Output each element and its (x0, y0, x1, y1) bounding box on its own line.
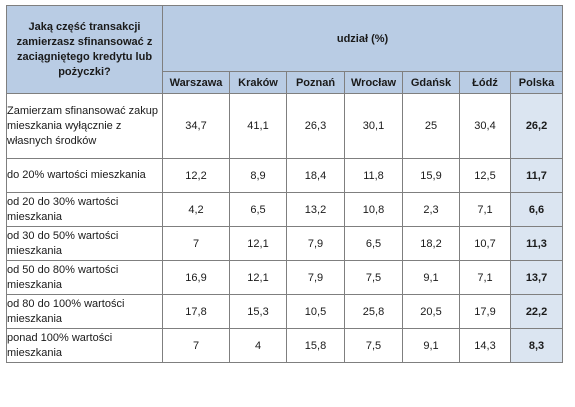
cell-gdansk: 20,5 (402, 294, 460, 329)
column-header-gdansk: Gdańsk (402, 71, 460, 94)
row-label: od 80 do 100% wartości mieszkania (6, 294, 163, 329)
table-row: do 20% wartości mieszkania 12,2 8,9 18,4… (6, 158, 564, 193)
cell-lodz: 7,1 (459, 192, 511, 227)
cell-gdansk: 18,2 (402, 226, 460, 261)
cell-gdansk: 2,3 (402, 192, 460, 227)
cell-poznan: 18,4 (286, 158, 345, 193)
table-row: od 30 do 50% wartości mieszkania 7 12,1 … (6, 226, 564, 261)
cell-poznan: 7,9 (286, 226, 345, 261)
cell-krakow: 15,3 (229, 294, 287, 329)
cell-warszawa: 16,9 (162, 260, 230, 295)
row-label: Zamierzam sfinansować zakup mieszkania w… (6, 93, 163, 159)
cell-wroclaw: 25,8 (344, 294, 403, 329)
column-header-wroclaw: Wrocław (344, 71, 403, 94)
column-header-lodz: Łódź (459, 71, 511, 94)
cell-warszawa: 7 (162, 226, 230, 261)
cell-wroclaw: 11,8 (344, 158, 403, 193)
cell-poznan: 15,8 (286, 328, 345, 363)
cell-krakow: 4 (229, 328, 287, 363)
cell-krakow: 12,1 (229, 226, 287, 261)
cell-gdansk: 15,9 (402, 158, 460, 193)
cell-wroclaw: 30,1 (344, 93, 403, 159)
cell-gdansk: 9,1 (402, 260, 460, 295)
column-header-polska: Polska (509, 71, 564, 94)
cell-poznan: 10,5 (286, 294, 345, 329)
cell-lodz: 17,9 (459, 294, 511, 329)
row-label: ponad 100% wartości mieszkania (6, 328, 163, 363)
survey-table: Jaką część transakcji zamierzasz sfinans… (6, 5, 564, 363)
cell-polska: 8,3 (509, 328, 564, 363)
cell-poznan: 26,3 (286, 93, 345, 159)
cell-gdansk: 25 (402, 93, 460, 159)
cell-gdansk: 9,1 (402, 328, 460, 363)
cell-polska: 22,2 (509, 294, 564, 329)
cell-warszawa: 17,8 (162, 294, 230, 329)
table-row: od 80 do 100% wartości mieszkania 17,8 1… (6, 294, 564, 329)
cell-lodz: 10,7 (459, 226, 511, 261)
cell-warszawa: 12,2 (162, 158, 230, 193)
cell-lodz: 14,3 (459, 328, 511, 363)
cell-wroclaw: 10,8 (344, 192, 403, 227)
cell-wroclaw: 7,5 (344, 260, 403, 295)
row-label: od 30 do 50% wartości mieszkania (6, 226, 163, 261)
cell-polska: 11,3 (509, 226, 564, 261)
column-header-warszawa: Warszawa (162, 71, 230, 94)
table-row: od 50 do 80% wartości mieszkania 16,9 12… (6, 260, 564, 295)
cell-polska: 26,2 (509, 93, 564, 159)
cell-krakow: 8,9 (229, 158, 287, 193)
cell-polska: 11,7 (509, 158, 564, 193)
cell-lodz: 7,1 (459, 260, 511, 295)
cell-polska: 13,7 (509, 260, 564, 295)
cell-poznan: 13,2 (286, 192, 345, 227)
cell-warszawa: 4,2 (162, 192, 230, 227)
cell-warszawa: 7 (162, 328, 230, 363)
cell-lodz: 30,4 (459, 93, 511, 159)
cell-krakow: 12,1 (229, 260, 287, 295)
cell-warszawa: 34,7 (162, 93, 230, 159)
table-row: od 20 do 30% wartości mieszkania 4,2 6,5… (6, 192, 564, 227)
cell-wroclaw: 7,5 (344, 328, 403, 363)
question-header: Jaką część transakcji zamierzasz sfinans… (6, 5, 163, 94)
cell-krakow: 6,5 (229, 192, 287, 227)
cell-lodz: 12,5 (459, 158, 511, 193)
cell-poznan: 7,9 (286, 260, 345, 295)
cell-wroclaw: 6,5 (344, 226, 403, 261)
unit-header: udział (%) (161, 5, 564, 72)
row-label: od 20 do 30% wartości mieszkania (6, 192, 163, 227)
cell-krakow: 41,1 (229, 93, 287, 159)
table-row: ponad 100% wartości mieszkania 7 4 15,8 … (6, 328, 564, 363)
row-label: do 20% wartości mieszkania (6, 158, 163, 193)
column-header-krakow: Kraków (229, 71, 287, 94)
cell-polska: 6,6 (509, 192, 564, 227)
row-label: od 50 do 80% wartości mieszkania (6, 260, 163, 295)
column-header-poznan: Poznań (286, 71, 345, 94)
table-row: Zamierzam sfinansować zakup mieszkania w… (6, 93, 564, 159)
